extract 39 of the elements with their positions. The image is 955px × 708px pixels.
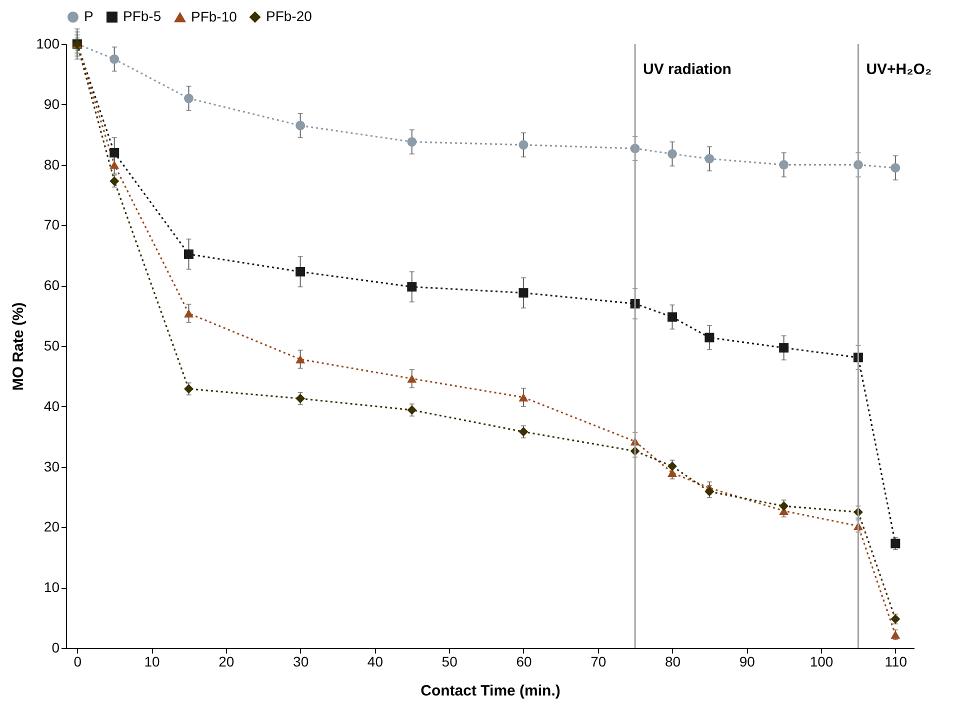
x-tick-label: 60 [516, 654, 532, 670]
legend-label: PFb-10 [191, 8, 238, 24]
y-tick-label: 20 [44, 518, 60, 535]
y-tick-label: 50 [44, 338, 60, 354]
legend-label: PFb-20 [266, 8, 312, 24]
y-tick-label: 60 [44, 277, 60, 294]
legend-label: P [84, 8, 94, 24]
point [518, 427, 528, 437]
point [779, 501, 789, 511]
x-tick-label: 30 [293, 654, 309, 670]
y-tick-label: 70 [44, 216, 60, 233]
x-tick-label: 90 [739, 654, 756, 670]
ref-line-label: UV radiation [643, 61, 732, 78]
x-tick-label: 110 [884, 654, 908, 670]
y-tick-label: 90 [44, 96, 60, 112]
ref-line-label: UV+H₂O₂ [866, 61, 932, 78]
point [668, 461, 677, 471]
x-axis-title: Contact Time (min.) [420, 682, 560, 700]
x-tick-label: 50 [442, 654, 458, 670]
x-tick-label: 40 [367, 654, 384, 670]
y-tick-label: 0 [52, 640, 60, 656]
point [184, 309, 194, 318]
x-tick-label: 0 [74, 654, 82, 670]
legend-label: PFb-5 [123, 8, 162, 24]
point [184, 384, 194, 394]
y-axis-title: MO Rate (%) [10, 302, 28, 391]
x-tick-label: 10 [144, 654, 160, 670]
y-tick-label: 10 [44, 579, 60, 596]
x-tick-label: 100 [810, 654, 834, 670]
y-tick-label: 80 [44, 156, 60, 172]
x-tick-label: 20 [218, 654, 234, 670]
point [184, 249, 194, 259]
point [184, 94, 194, 104]
x-tick-label: 70 [590, 654, 606, 670]
y-tick-label: 40 [44, 398, 60, 414]
point [704, 486, 714, 496]
y-tick-label: 30 [44, 458, 60, 474]
x-tick-label: 80 [664, 654, 681, 670]
y-tick-label: 100 [36, 36, 60, 52]
